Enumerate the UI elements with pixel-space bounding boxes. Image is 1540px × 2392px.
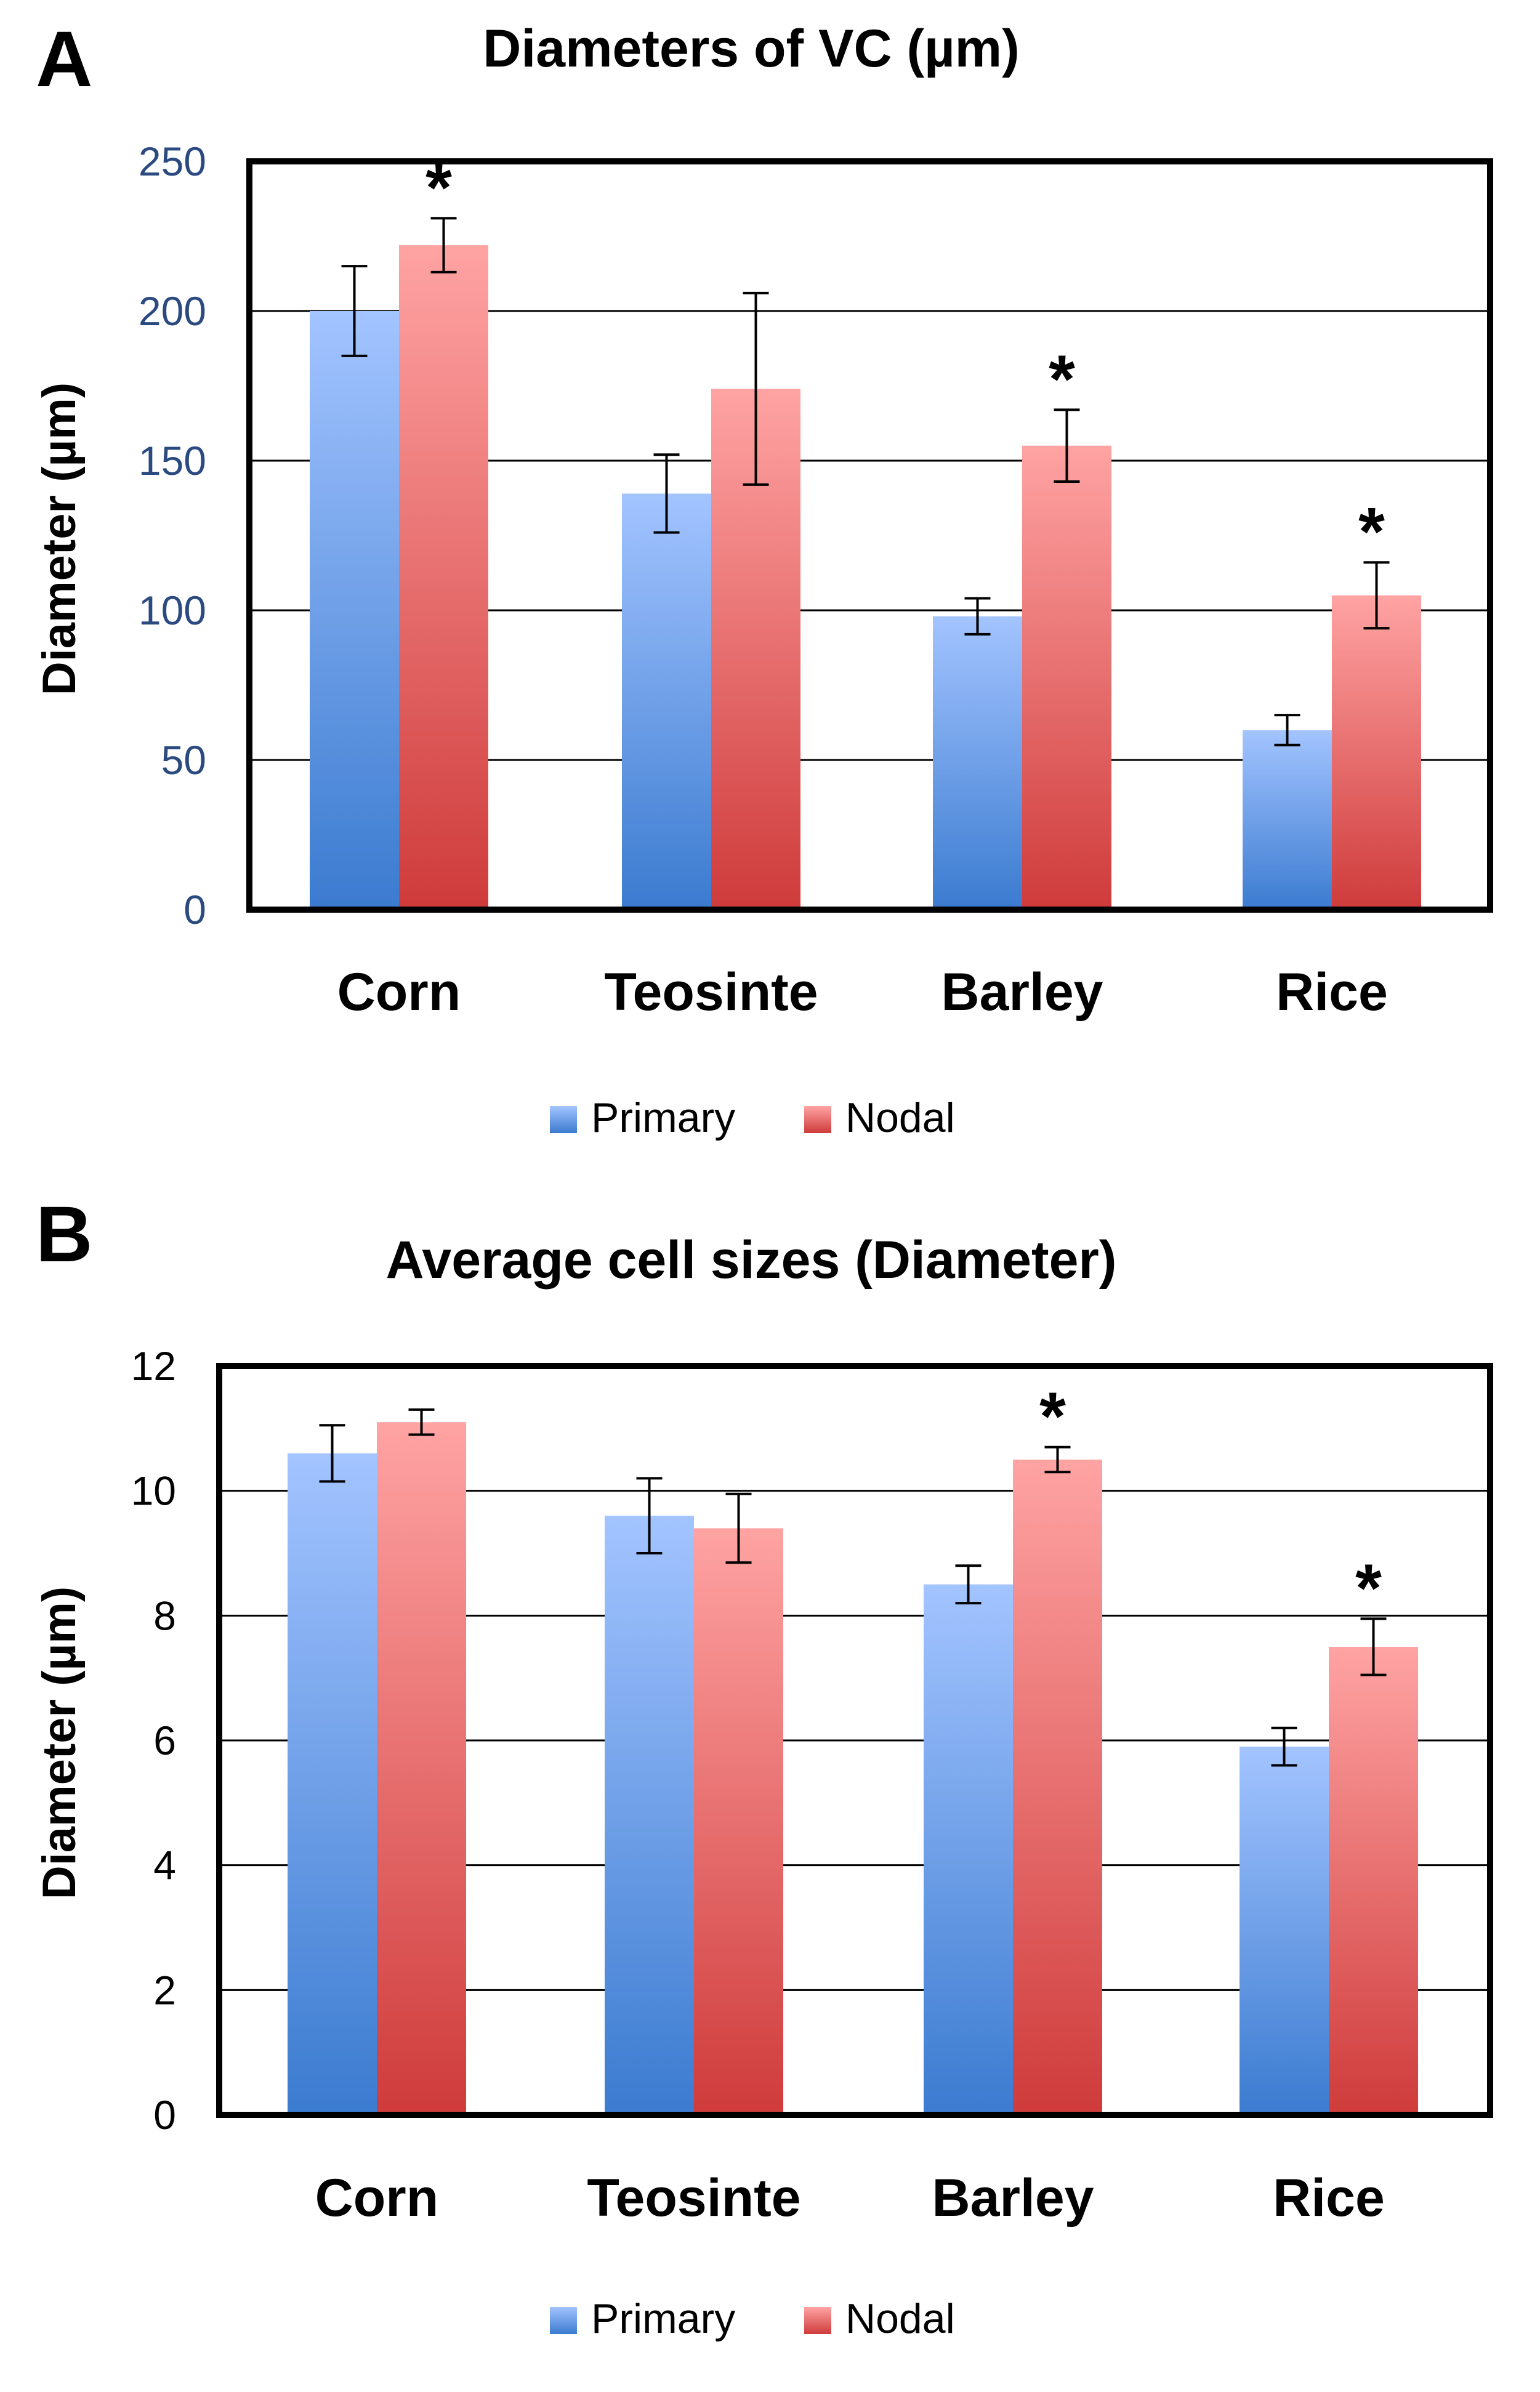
panel-b: B Average cell sizes (Diameter) Diameter… — [33, 1190, 1493, 2342]
legend-label-primary-a: Primary — [591, 1094, 735, 1141]
y-tick-label-b: 6 — [153, 1718, 176, 1763]
bar-primary-barley-b — [924, 1584, 1013, 2115]
legend-b: Primary Nodal — [550, 2295, 955, 2342]
x-category-label-barley-a: Barley — [941, 963, 1103, 1022]
y-tick-label-a: 100 — [139, 588, 206, 633]
bar-nodal-corn-a — [399, 245, 488, 910]
y-tick-label-a: 200 — [139, 288, 206, 334]
y-tick-label-b: 0 — [153, 2092, 176, 2138]
y-tick-label-b: 4 — [153, 1843, 176, 1888]
panel-label-a: A — [36, 15, 92, 103]
plot-area-b: 0 2 4 6 8 10 12 Corn Teosinte * Barley * Rice — [131, 1343, 1493, 2228]
bar-primary-rice-a — [1243, 730, 1332, 910]
panel-a: A Diameters of VC (µm) Diameter (µm) 0 50… — [33, 15, 1493, 1141]
x-category-label-corn-b: Corn — [315, 2168, 439, 2228]
y-tick-label-b: 10 — [131, 1468, 176, 1514]
y-axis-label-a: Diameter (µm) — [33, 382, 86, 695]
bar-nodal-rice-a — [1332, 595, 1421, 910]
significance-marker-rice-b: * — [1355, 1550, 1382, 1626]
bar-primary-corn-b — [288, 1453, 377, 2115]
bar-nodal-rice-b — [1329, 1647, 1418, 2115]
significance-marker-rice-a: * — [1358, 494, 1385, 570]
legend-swatch-nodal-b — [804, 2307, 831, 2334]
legend-label-nodal-a: Nodal — [845, 1094, 955, 1141]
chart-title-a: Diameters of VC (µm) — [483, 19, 1020, 78]
legend-swatch-nodal-a — [804, 1106, 831, 1133]
bar-primary-barley-a — [933, 616, 1022, 910]
legend-swatch-primary-a — [550, 1106, 577, 1133]
y-tick-label-b: 2 — [153, 1967, 176, 2013]
bar-nodal-barley-a — [1022, 445, 1111, 910]
bar-nodal-teosinte-b — [694, 1528, 783, 2115]
y-axis-label-b: Diameter (µm) — [33, 1586, 86, 1899]
y-tick-label-b: 8 — [153, 1593, 176, 1638]
bar-primary-rice-b — [1240, 1747, 1329, 2115]
legend-label-nodal-b: Nodal — [845, 2295, 955, 2342]
bar-primary-teosinte-b — [605, 1516, 694, 2115]
bar-nodal-corn-b — [377, 1422, 466, 2115]
bar-primary-teosinte-a — [622, 493, 711, 910]
x-category-label-rice-a: Rice — [1276, 963, 1388, 1022]
x-category-label-teosinte-b: Teosinte — [587, 2168, 800, 2228]
plot-frame-a — [246, 158, 1493, 913]
x-category-label-rice-b: Rice — [1273, 2168, 1385, 2228]
bar-primary-corn-a — [310, 311, 399, 910]
y-tick-label-a: 0 — [183, 887, 206, 932]
y-tick-label-a: 150 — [139, 438, 206, 483]
x-category-label-barley-b: Barley — [932, 2168, 1094, 2228]
y-tick-label-a: 250 — [139, 139, 206, 184]
plot-frame-b — [216, 1363, 1493, 2118]
legend-label-primary-b: Primary — [591, 2295, 735, 2342]
bar-nodal-barley-b — [1013, 1460, 1102, 2115]
x-category-label-corn-a: Corn — [337, 963, 461, 1022]
significance-marker-barley-b: * — [1039, 1379, 1066, 1455]
y-tick-label-a: 50 — [161, 737, 206, 783]
x-category-label-teosinte-a: Teosinte — [604, 963, 818, 1022]
panel-label-b: B — [36, 1190, 92, 1279]
y-tick-label-b: 12 — [131, 1343, 176, 1389]
legend-a: Primary Nodal — [550, 1094, 955, 1141]
chart-title-b: Average cell sizes (Diameter) — [385, 1230, 1116, 1290]
significance-marker-barley-a: * — [1049, 341, 1075, 417]
legend-swatch-primary-b — [550, 2307, 577, 2334]
